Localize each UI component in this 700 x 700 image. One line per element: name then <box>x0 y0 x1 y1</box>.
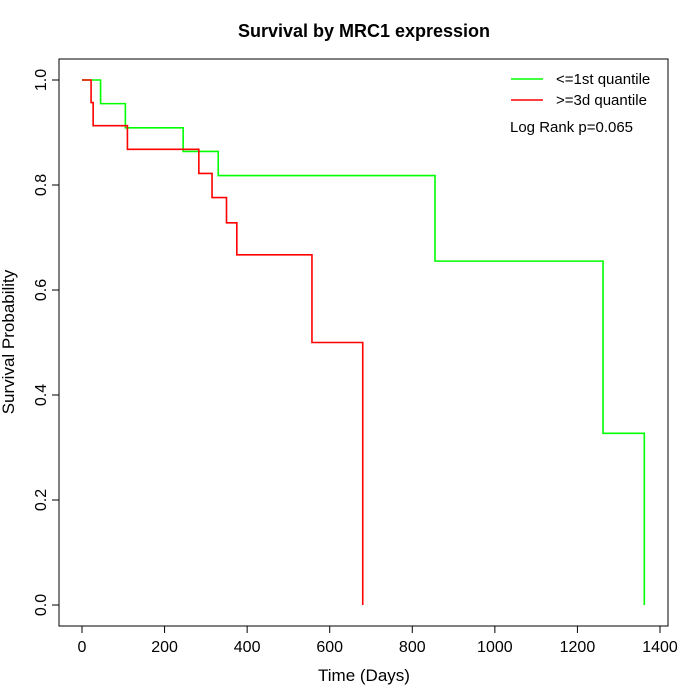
y-axis-label: Survival Probability <box>0 269 18 414</box>
x-tick-label: 1000 <box>477 639 513 656</box>
series-line-high <box>82 79 364 605</box>
y-tick-label: 0.0 <box>33 594 50 616</box>
x-tick-label: 800 <box>399 639 426 656</box>
legend-label-high: >=3d quantile <box>556 92 647 109</box>
legend: <=1st quantile >=3d quantile <box>511 71 650 109</box>
y-tick-label: 0.4 <box>33 384 50 406</box>
x-tick-label: 600 <box>316 639 343 656</box>
series-line-low <box>82 79 646 605</box>
legend-label-low: <=1st quantile <box>556 71 650 88</box>
y-tick-label: 0.8 <box>33 174 50 196</box>
y-tick-label: 1.0 <box>33 69 50 91</box>
x-axis-label: Time (Days) <box>318 666 410 685</box>
x-tick-label: 0 <box>78 639 87 656</box>
x-tick-label: 1200 <box>560 639 596 656</box>
chart-title: Survival by MRC1 expression <box>238 21 490 41</box>
x-axis: 0 200 400 600 800 1000 1200 1400 <box>78 625 678 656</box>
x-tick-label: 400 <box>234 639 261 656</box>
x-tick-label: 1400 <box>642 639 678 656</box>
y-tick-label: 0.2 <box>33 489 50 511</box>
log-rank-annotation: Log Rank p=0.065 <box>510 119 633 136</box>
series-layer <box>82 79 646 605</box>
y-tick-label: 0.6 <box>33 279 50 301</box>
y-axis: 0.0 0.2 0.4 0.6 0.8 1.0 <box>33 69 60 616</box>
x-tick-label: 200 <box>151 639 178 656</box>
